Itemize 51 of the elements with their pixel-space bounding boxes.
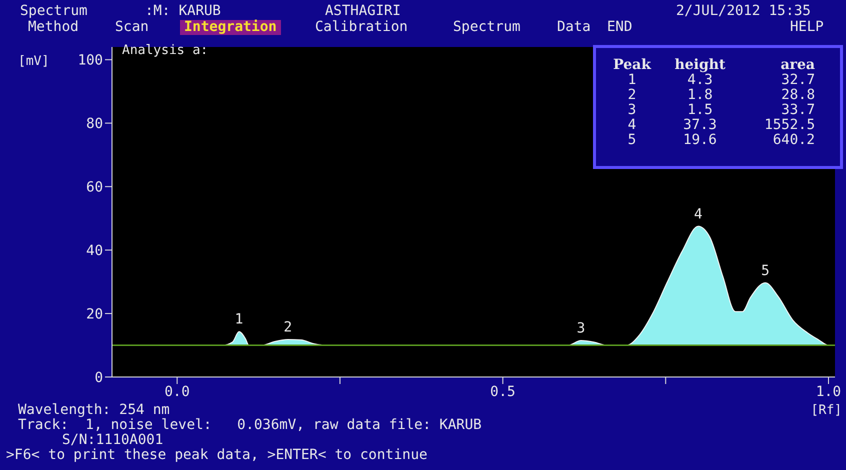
text: Spectrum (20, 3, 88, 19)
annotation: area (780, 57, 815, 73)
x-tick-label: 0.5 (490, 384, 516, 400)
annotation: 32.7 (780, 72, 815, 88)
text: Integration (180, 19, 281, 35)
text: Wavelength: 254 nm (18, 402, 170, 418)
y-tick-label: 0 (94, 370, 103, 386)
annotation: 2 (626, 87, 638, 103)
y-tick-label: 20 (86, 306, 103, 323)
y-tick-label: 60 (86, 180, 103, 196)
annotation: 4 (626, 117, 638, 133)
annotation: 5 (761, 262, 770, 279)
annotation: Peak (612, 57, 652, 73)
annotation: height (674, 57, 726, 73)
y-tick-label: 40 (86, 243, 103, 260)
text: S/N:1110A001 (62, 432, 164, 448)
y-tick-label: 80 (86, 116, 103, 132)
x-tick-label: 0.0 (164, 384, 190, 400)
annotation: 3 (626, 102, 638, 118)
y-axis-title: [mV] (18, 54, 50, 69)
text: Data (557, 19, 591, 35)
annotation: 1552.5 (763, 117, 815, 133)
chart-title: Analysis a: (122, 43, 208, 58)
annotation: 2 (284, 320, 292, 336)
annotation: 4 (694, 206, 702, 222)
annotation: 28.8 (780, 87, 815, 103)
text: :M: KARUB (145, 3, 221, 19)
y-tick-label: 100 (78, 52, 103, 69)
text: ASTHAGIRI (325, 3, 401, 19)
text: >F6< to print these peak data, >ENTER< to continue (6, 447, 428, 463)
text: HELP (790, 19, 824, 35)
x-axis-title: [Rf] (810, 403, 842, 418)
annotation: 1.8 (686, 87, 714, 103)
x-tick-label: 1.0 (816, 384, 842, 400)
annotation: 19.6 (682, 132, 718, 148)
annotation: 3 (576, 320, 586, 337)
text: END (607, 19, 632, 35)
annotation: 5 (626, 132, 638, 148)
annotation: 1 (234, 312, 244, 328)
text: Scan (115, 19, 149, 35)
text: Spectrum (453, 19, 520, 35)
text: Track: 1, noise level: 0.036mV, raw data file: KARUB (18, 417, 482, 433)
annotation: 37.3 (682, 117, 718, 133)
annotation: 640.2 (772, 132, 815, 148)
text: 2/JUL/2012 15:35 (676, 3, 811, 19)
annotation: 33.7 (780, 102, 815, 118)
annotation: 1.5 (686, 102, 714, 118)
text: Method (28, 19, 79, 35)
annotation: 1 (626, 72, 638, 88)
text: Calibration (315, 19, 408, 35)
annotation: 4.3 (687, 72, 713, 88)
